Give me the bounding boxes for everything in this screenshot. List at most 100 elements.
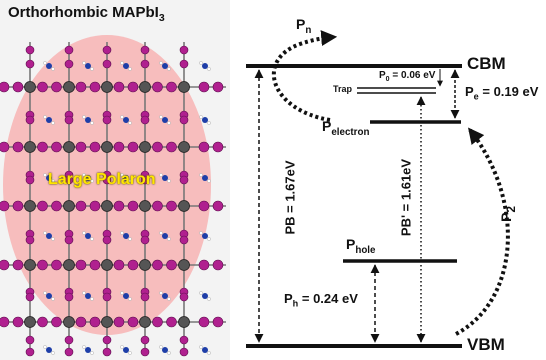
lead-atom: [24, 259, 36, 271]
hydrogen-atom: [128, 121, 132, 125]
lattice-atoms: [0, 45, 224, 357]
lead-atom: [178, 316, 190, 328]
iodine-atom: [179, 175, 189, 185]
nitrogen-atom: [123, 347, 129, 353]
iodine-atom: [89, 316, 101, 328]
iodine-atom: [102, 235, 112, 245]
iodine-atom: [198, 81, 210, 93]
nitrogen-atom: [202, 233, 208, 239]
iodine-atom: [51, 316, 62, 328]
iodine-atom: [166, 141, 177, 153]
iodine-atom: [152, 259, 163, 271]
iodine-atom: [51, 200, 62, 212]
nitrogen-atom: [85, 293, 91, 299]
hydrogen-atom: [207, 297, 211, 301]
nitrogen-atom: [162, 175, 168, 181]
panel-title: Orthorhombic MAPbI3: [8, 4, 165, 24]
iodine-atom: [113, 81, 125, 93]
nitrogen-atom: [85, 175, 91, 181]
iodine-atom: [212, 141, 224, 153]
pn-label: Pn: [296, 16, 312, 36]
lead-atom: [63, 141, 75, 153]
nitrogen-atom: [85, 233, 91, 239]
iodine-atom: [64, 115, 74, 125]
iodine-atom: [166, 81, 177, 93]
hydrogen-atom: [82, 345, 86, 349]
lead-atom: [101, 200, 113, 212]
hydrogen-atom: [167, 121, 171, 125]
iodine-atom: [25, 235, 35, 245]
hydrogen-atom: [207, 121, 211, 125]
iodine-atom: [102, 45, 112, 55]
hydrogen-atom: [159, 345, 163, 349]
lead-atom: [101, 81, 113, 93]
hydrogen-atom: [43, 345, 47, 349]
iodine-atom: [198, 141, 210, 153]
hydrogen-atom: [159, 61, 163, 65]
iodine-atom: [198, 316, 210, 328]
iodine-atom: [37, 81, 48, 93]
hydrogen-atom: [51, 237, 55, 241]
lead-atom: [63, 316, 75, 328]
phole-label: Phole: [346, 236, 376, 256]
nitrogen-atom: [123, 233, 129, 239]
iodine-atom: [102, 59, 112, 69]
iodine-atom: [127, 200, 139, 212]
nitrogen-atom: [85, 63, 91, 69]
hydrogen-atom: [51, 121, 55, 125]
lattice-panel: Orthorhombic MAPbI3 Large Polaron: [0, 0, 230, 360]
iodine-atom: [0, 200, 10, 212]
iodine-atom: [140, 115, 150, 125]
iodine-atom: [140, 175, 150, 185]
iodine-atom: [166, 259, 177, 271]
iodine-atom: [25, 175, 35, 185]
lead-atom: [139, 200, 151, 212]
lead-atom: [178, 141, 190, 153]
iodine-atom: [113, 200, 125, 212]
nitrogen-atom: [202, 117, 208, 123]
nitrogen-atom: [202, 175, 208, 181]
hydrogen-atom: [43, 61, 47, 65]
iodine-atom: [152, 200, 163, 212]
hydrogen-atom: [207, 67, 211, 71]
nitrogen-atom: [123, 175, 129, 181]
iodine-atom: [0, 81, 10, 93]
iodine-atom: [75, 141, 87, 153]
hydrogen-atom: [120, 345, 124, 349]
hydrogen-atom: [207, 179, 211, 183]
iodine-atom: [25, 335, 35, 345]
hydrogen-atom: [128, 351, 132, 355]
hydrogen-atom: [167, 237, 171, 241]
iodine-atom: [127, 259, 139, 271]
iodine-atom: [37, 200, 48, 212]
hydrogen-atom: [90, 237, 94, 241]
iodine-atom: [140, 335, 150, 345]
iodine-atom: [127, 316, 139, 328]
iodine-atom: [152, 81, 163, 93]
hydrogen-atom: [120, 291, 124, 295]
lead-atom: [139, 259, 151, 271]
hydrogen-atom: [82, 231, 86, 235]
iodine-atom: [0, 316, 10, 328]
iodine-atom: [102, 292, 112, 302]
hydrogen-atom: [167, 179, 171, 183]
cbm-label: CBM: [467, 54, 506, 73]
hydrogen-atom: [120, 115, 124, 119]
hydrogen-atom: [120, 61, 124, 65]
lead-atom: [178, 81, 190, 93]
hydrogen-atom: [90, 179, 94, 183]
iodine-atom: [127, 81, 139, 93]
iodine-atom: [51, 141, 62, 153]
iodine-atom: [140, 59, 150, 69]
hydrogen-atom: [82, 61, 86, 65]
hydrogen-atom: [159, 173, 163, 177]
iodine-atom: [179, 347, 189, 357]
lead-atom: [101, 316, 113, 328]
iodine-atom: [64, 347, 74, 357]
nitrogen-atom: [162, 233, 168, 239]
hydrogen-atom: [82, 115, 86, 119]
iodine-atom: [127, 141, 139, 153]
hydrogen-atom: [199, 231, 203, 235]
iodine-atom: [12, 316, 24, 328]
lead-atom: [24, 141, 36, 153]
